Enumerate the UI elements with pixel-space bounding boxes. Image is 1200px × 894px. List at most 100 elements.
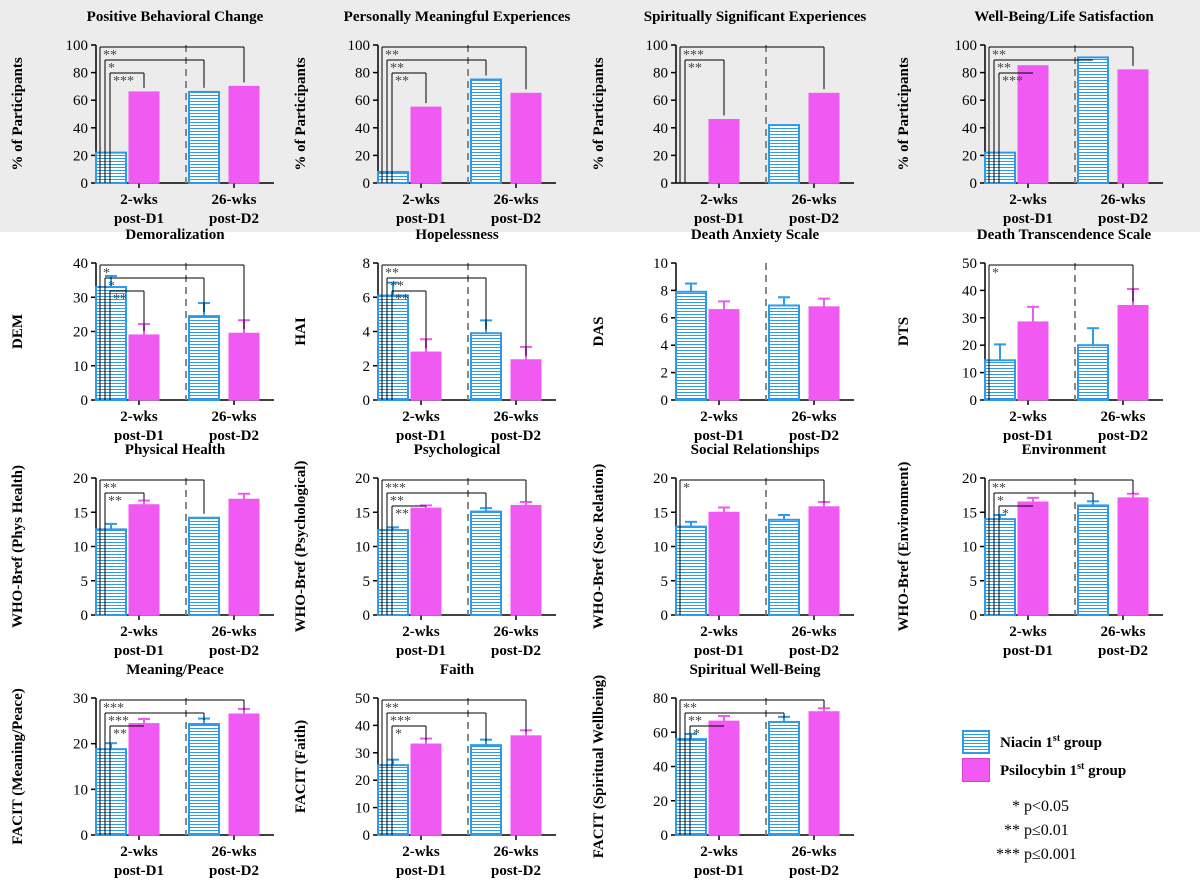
chart10-ylabel: WHO-Bref (Psychological) [293, 461, 309, 633]
chart8-ytick-label-5: 50 [962, 256, 977, 272]
chart2-ylabel: % of Participants [293, 57, 309, 170]
chart4-xcat-0-line2: post-D1 [1003, 211, 1053, 227]
significance-key-3: *** p≤0.001 [996, 846, 1077, 863]
chart2-bar-niacin-26wk [470, 78, 502, 184]
chart8-xcat-0-line2: post-D1 [1003, 428, 1053, 444]
chart9-xcat-0-line1: 2-wks [120, 624, 158, 640]
chart11-bar-niacin-26wk [768, 518, 800, 616]
chart8-bar-psilocybin-26wk [1117, 304, 1149, 401]
chart9-title: Physical Health [125, 442, 226, 458]
chart11-ytick-label-3: 15 [653, 505, 668, 521]
chart7-ytick-label-2: 4 [661, 338, 669, 354]
chart4-bar-niacin-26wk [1077, 56, 1109, 184]
chart7-xcat-1-line1: 26-wks [791, 409, 836, 425]
legend-swatch-psilocybin [962, 758, 990, 782]
chart1-bar-niacin-2wk [95, 151, 127, 184]
chart13-bar-niacin-26wk [188, 723, 220, 837]
chart5-ylabel: DEM [10, 314, 26, 349]
chart1-ytick-label-3: 60 [73, 93, 88, 109]
chart2-bar-psilocybin-26wk [510, 92, 542, 184]
chart10-bar-psilocybin-2wk [410, 507, 442, 616]
chart6-ytick-label-3: 6 [363, 290, 371, 306]
chart12-xcat-0-line2: post-D1 [1003, 643, 1053, 659]
chart1-xcat-0-line1: 2-wks [120, 192, 158, 208]
chart3-xcat-0-line2: post-D1 [694, 211, 744, 227]
chart7-xcat-1-line2: post-D2 [789, 428, 839, 444]
chart5-ytick-label-2: 20 [73, 325, 88, 341]
chart1-ytick-label-1: 20 [73, 148, 88, 164]
chart11-ytick-label-0: 0 [661, 608, 669, 624]
chart10-bar-psilocybin-26wk [510, 504, 542, 616]
chart6-ytick-label-0: 0 [363, 393, 371, 409]
chart14-ytick-label-0: 0 [363, 828, 371, 844]
chart13-xcat-1-line2: post-D2 [209, 863, 259, 879]
chart13-ytick-label-2: 20 [73, 737, 88, 753]
chart4-ytick-label-1: 20 [962, 148, 977, 164]
chart10-xcat-1-line1: 26-wks [493, 624, 538, 640]
chart14-bar-psilocybin-2wk [410, 743, 442, 836]
chart12-ytick-label-2: 10 [962, 540, 977, 556]
chart9-xcat-1-line1: 26-wks [211, 624, 256, 640]
chart4-title: Well-Being/Life Satisfaction [974, 9, 1154, 25]
chart14-ytick-label-5: 50 [355, 691, 370, 707]
chart8-ylabel: DTS [896, 317, 912, 346]
chart2-ytick-label-0: 0 [363, 176, 371, 192]
chart1-xcat-1-line2: post-D2 [209, 211, 259, 227]
chart10-xcat-0-line2: post-D1 [396, 643, 446, 659]
chart1-ytick-label-2: 40 [73, 121, 88, 137]
chart8-bar-psilocybin-2wk [1017, 321, 1049, 401]
chart7-ytick-label-3: 6 [661, 311, 669, 327]
chart4-xcat-1-line2: post-D2 [1098, 211, 1148, 227]
chart3-title: Spiritually Significant Experiences [644, 9, 867, 25]
chart6-ylabel: HAI [293, 317, 309, 346]
chart4-xcat-1-line1: 26-wks [1100, 192, 1145, 208]
chart10-bracket-2-label: ** [395, 507, 409, 522]
chart15-bar-psilocybin-26wk [808, 711, 840, 836]
chart11-ylabel: WHO-Bref (Soc Relation) [591, 464, 607, 630]
chart1-xcat-1-line1: 26-wks [211, 192, 256, 208]
chart12-xcat-1-line2: post-D2 [1098, 643, 1148, 659]
chart6-xcat-0-line2: post-D1 [396, 428, 446, 444]
chart6-bar-niacin-26wk [470, 332, 502, 401]
chart6-ytick-label-1: 2 [363, 359, 371, 375]
chart14-bracket-0-label: ** [385, 701, 399, 716]
chart15-ytick-label-4: 80 [653, 691, 668, 707]
chart14-ylabel: FACIT (Faith) [293, 720, 309, 813]
chart2-bar-psilocybin-2wk [410, 106, 442, 184]
chart5-xcat-1-line1: 26-wks [211, 409, 256, 425]
chart2-xcat-1-line1: 26-wks [493, 192, 538, 208]
chart3-bar-psilocybin-2wk [708, 119, 740, 184]
chart9-bar-niacin-26wk [188, 516, 220, 616]
legend-label-niacin: Niacin 1st group [1000, 733, 1102, 751]
chart4-bar-niacin-2wk [984, 151, 1016, 184]
chart14-title: Faith [440, 662, 475, 678]
chart1-bracket-0-label: ** [103, 48, 117, 63]
chart11-ytick-label-1: 5 [661, 574, 669, 590]
chart9-ytick-label-2: 10 [73, 540, 88, 556]
chart8-ytick-label-3: 30 [962, 311, 977, 327]
chart8-title: Death Transcendence Scale [977, 227, 1152, 243]
chart6-bracket-1-label: ** [390, 279, 404, 294]
chart7-ytick-label-1: 2 [661, 366, 669, 382]
chart15-ytick-label-0: 0 [661, 828, 669, 844]
legend: Niacin 1st group Psilocybin 1st group * p… [962, 722, 1192, 892]
chart9-bar-psilocybin-26wk [228, 498, 260, 616]
chart5-xcat-1-line2: post-D2 [209, 428, 259, 444]
chart11-bar-psilocybin-2wk [708, 511, 740, 616]
legend-label-psilocybin: Psilocybin 1st group [1000, 761, 1127, 779]
chart8-bracket-0-label: * [992, 266, 999, 281]
chart9-ytick-label-4: 20 [73, 471, 88, 487]
chart12-bar-niacin-26wk [1077, 504, 1109, 616]
chart6-ytick-label-2: 4 [363, 325, 371, 341]
chart14-ytick-label-1: 10 [355, 801, 370, 817]
chart12-ylabel: WHO-Bref (Environment) [896, 462, 912, 632]
significance-key-2: ** p≤0.01 [1004, 822, 1069, 839]
chart13-bar-niacin-2wk [95, 748, 127, 836]
chart1-bar-psilocybin-2wk [128, 91, 160, 184]
chart3-xcat-1-line1: 26-wks [791, 192, 836, 208]
chart7-bar-niacin-26wk [768, 304, 800, 401]
chart7-ytick-label-4: 8 [661, 283, 669, 299]
chart8-ytick-label-2: 20 [962, 338, 977, 354]
chart4-bracket-1-label: ** [997, 61, 1011, 76]
